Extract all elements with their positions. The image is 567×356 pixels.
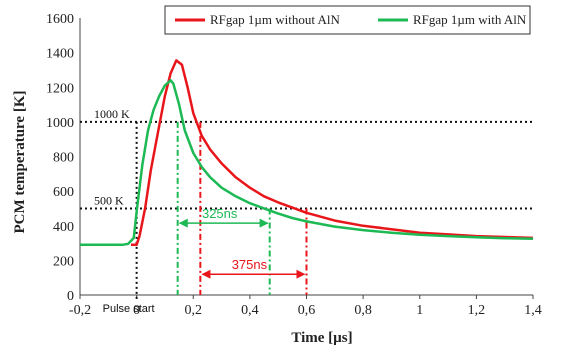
- y-tick-label: 1400: [46, 47, 74, 62]
- legend-label-green: RFgap 1µm with AlN: [413, 12, 527, 27]
- x-tick-label: 1,2: [468, 303, 486, 318]
- pulse-start-label: Pulse start: [103, 303, 155, 315]
- legend-label-red: RFgap 1µm without AlN: [210, 12, 341, 27]
- y-tick-label: 0: [67, 289, 74, 304]
- duration-green-label: 325ns: [202, 206, 238, 221]
- x-tick-label: 0,4: [241, 303, 259, 318]
- y-tick-label: 600: [53, 185, 74, 200]
- y-axis-title: PCM temperature [K]: [12, 91, 28, 234]
- y-tick-label: 1200: [46, 81, 74, 96]
- duration-red-label: 375ns: [232, 257, 268, 272]
- annotations: 325ns 375ns: [178, 206, 306, 279]
- x-tick-label: -0,2: [69, 303, 91, 318]
- y-tick-label: 200: [53, 254, 74, 269]
- series-layer: [80, 59, 534, 247]
- x-axis-title: Time [µs]: [291, 330, 352, 346]
- x-tick-label: 1: [416, 303, 423, 318]
- legend-box: [164, 5, 531, 35]
- x-tick-label: 0,8: [354, 303, 372, 318]
- y-tick-label: 800: [53, 151, 74, 166]
- x-tick-label: 0: [133, 303, 140, 318]
- x-tick-label: 0,6: [298, 303, 316, 318]
- threshold-500-label: 500 K: [94, 193, 124, 207]
- series-line-with-aln: [80, 79, 534, 247]
- markers: 1000 K 500 K Pulse start: [80, 107, 533, 315]
- threshold-1000-label: 1000 K: [94, 107, 130, 121]
- y-tick-label: 1000: [46, 116, 74, 131]
- x-tick-label: 0,2: [185, 303, 203, 318]
- x-tick-label: 1,4: [524, 303, 542, 318]
- y-tick-label: 400: [53, 220, 74, 235]
- series-line-without-aln: [131, 59, 534, 247]
- y-tick-label: 1600: [46, 12, 74, 27]
- legend: RFgap 1µm without AlN RFgap 1µm with AlN: [164, 5, 531, 35]
